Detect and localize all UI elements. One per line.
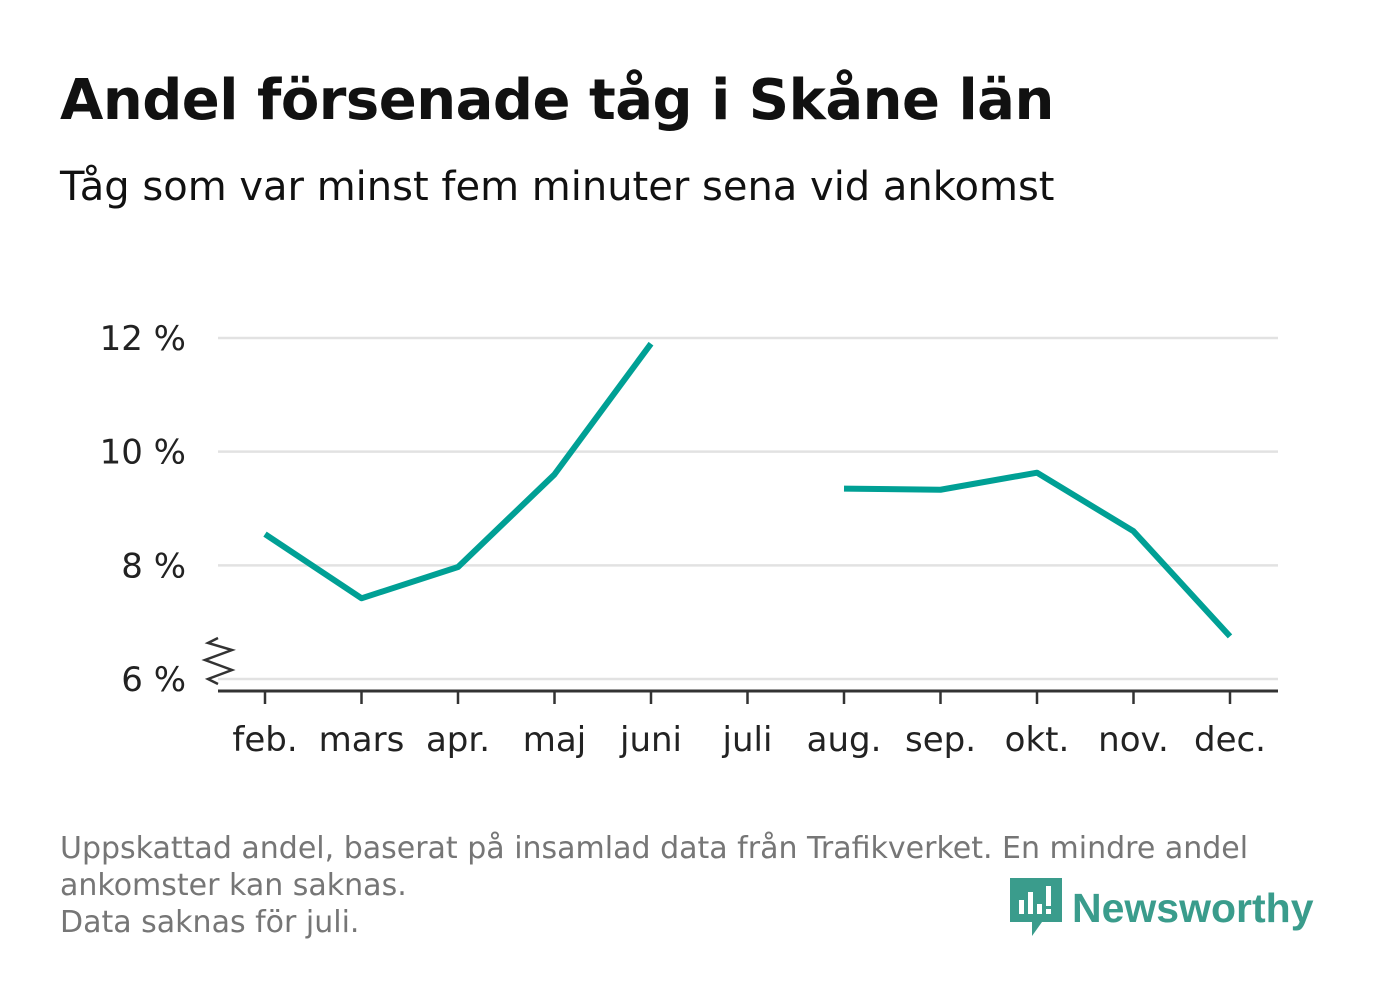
footnote-missing: Data saknas för juli. [60,905,360,940]
x-tick-label: maj [523,720,586,760]
y-axis-break-icon [201,636,236,686]
x-tick-label: juni [619,720,682,760]
x-tick-label: mars [319,720,405,760]
axis-break-zigzag [201,636,236,686]
series-line-segment [843,469,1233,639]
x-tick-label: dec. [1194,720,1266,760]
y-tick-label: 10 % [100,433,186,473]
footnote: Uppskattad andel, baserat på insamlad da… [60,830,1320,941]
x-tick-label: nov. [1098,720,1169,760]
x-tick-label: sep. [905,720,976,760]
x-tick-label: apr. [426,720,490,760]
series-line-segment [263,341,654,602]
x-tick-label: feb. [232,720,297,760]
brand-logo: Newsworthy [1010,878,1314,938]
x-tick-label: okt. [1005,720,1070,760]
y-tick-label: 12 % [100,319,186,359]
series-lines [263,341,1233,639]
footnote-source: Uppskattad andel, baserat på insamlad da… [60,831,1249,903]
brand-name: Newsworthy [1072,884,1314,931]
y-axis-ticks: 6 % 8 % 10 % 12 % [100,319,186,700]
gridlines [218,336,1278,681]
x-tick-label: aug. [807,720,882,760]
chart-subtitle: Tåg som var minst fem minuter sena vid a… [60,164,1055,210]
y-tick-label: 8 % [121,546,186,586]
x-tick-label: juli [722,720,773,760]
x-axis: feb. mars apr. maj juni juli aug. sep. okt. nov. d… [218,689,1278,760]
newsworthy-icon [1010,878,1062,936]
y-tick-label: 6 % [121,660,186,700]
chart-title: Andel försenade tåg i Skåne län [60,68,1054,133]
